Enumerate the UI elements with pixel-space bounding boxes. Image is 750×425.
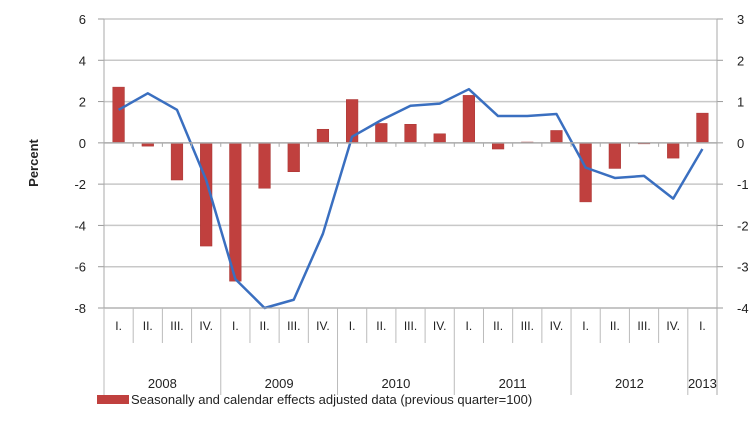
y-right-tick-label: -2 (737, 218, 749, 233)
bar (287, 142, 300, 173)
quarter-label: II. (376, 319, 386, 333)
quarter-label: IV. (666, 319, 680, 333)
quarter-label: III. (287, 319, 300, 333)
bar (608, 142, 621, 169)
y-left-tick-label: 6 (79, 12, 86, 27)
bar (229, 142, 242, 282)
year-label: 2008 (148, 376, 177, 391)
gridlines (104, 18, 717, 309)
quarter-label: IV. (199, 319, 213, 333)
bar (696, 112, 709, 144)
bar (491, 142, 505, 150)
quarter-label: I. (466, 319, 473, 333)
quarter-label: I. (349, 319, 356, 333)
bar (579, 142, 592, 203)
line-series (117, 87, 704, 310)
y-left-tick-label: 2 (79, 95, 86, 110)
bar-series (112, 86, 709, 282)
legend-swatch-bar (97, 395, 129, 404)
bar (170, 142, 184, 181)
y-axis-label: Percent (26, 138, 41, 186)
y-right-tick-label: -1 (737, 177, 749, 192)
bar (667, 142, 680, 159)
legend: Seasonally and calendar effects adjusted… (97, 392, 532, 407)
bar (258, 142, 271, 189)
quarter-label: III. (637, 319, 650, 333)
quarter-label: I. (232, 319, 239, 333)
line-path (117, 87, 704, 310)
bar (112, 86, 125, 144)
quarter-label: I. (699, 319, 706, 333)
quarter-label: II. (143, 319, 153, 333)
y-left-tick-label: -6 (74, 260, 86, 275)
legend-label-bar: Seasonally and calendar effects adjusted… (131, 392, 532, 407)
year-label: 2011 (499, 376, 527, 391)
quarter-label: IV. (433, 319, 447, 333)
y-right-tick-label: 0 (737, 136, 744, 151)
quarter-label: II. (260, 319, 270, 333)
y-right-tick-label: 2 (737, 53, 744, 68)
year-label: 2013 (688, 376, 717, 391)
bar (550, 130, 563, 144)
year-label: 2010 (381, 376, 410, 391)
y-left-tick-label: -8 (74, 301, 86, 316)
bar (316, 128, 330, 144)
axes: 6 4 2 0 -2 -4 -6 -8 3 2 1 0 -1 -2 -3 -4 I. II. III. IV. I. II… (74, 12, 749, 395)
quarter-label: III. (521, 319, 534, 333)
bar (404, 124, 417, 144)
y-right-tick-label: 3 (737, 12, 744, 27)
y-left-tick-label: -2 (74, 177, 86, 192)
y-right-tick-label: 1 (737, 95, 744, 110)
quarter-label: II. (493, 319, 503, 333)
quarter-label: IV. (316, 319, 330, 333)
bar (462, 95, 475, 144)
y-left-tick-label: -4 (74, 218, 86, 233)
quarter-label: III. (404, 319, 417, 333)
y-left-tick-label: 0 (79, 136, 86, 151)
year-label: 2012 (615, 376, 644, 391)
quarter-label: I. (582, 319, 589, 333)
y-right-tick-label: -4 (737, 301, 749, 316)
quarter-label: II. (610, 319, 620, 333)
bar (433, 133, 446, 144)
bar (375, 123, 388, 144)
y-left-tick-label: 4 (79, 53, 86, 68)
y-right-tick-label: -3 (737, 260, 749, 275)
quarter-label: IV. (550, 319, 564, 333)
year-label: 2009 (265, 376, 294, 391)
quarter-label: I. (115, 319, 122, 333)
quarter-label: III. (170, 319, 183, 333)
